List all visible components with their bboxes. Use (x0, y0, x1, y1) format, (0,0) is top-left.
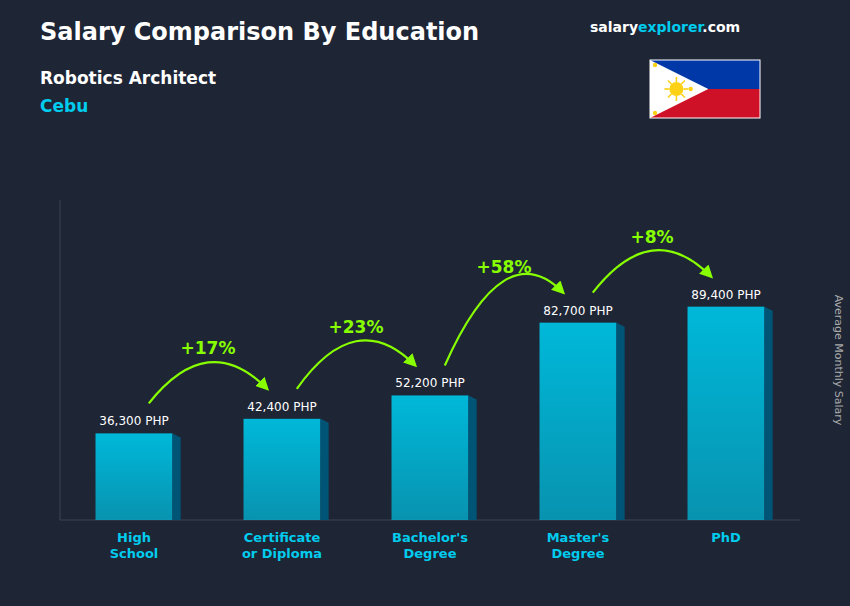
x-tick-label-line: Degree (404, 546, 457, 561)
x-tick-label-line: Degree (552, 546, 605, 561)
flag-ray (683, 88, 688, 90)
x-tick-label-line: PhD (711, 530, 741, 545)
flag-ray (681, 81, 685, 85)
annotation: +8% (630, 227, 673, 247)
source-part: explorer (638, 19, 704, 35)
x-tick-label-line: or Diploma (242, 546, 322, 561)
bar-side (320, 419, 328, 520)
bar-side (616, 323, 624, 520)
subtitle: Robotics Architect (40, 68, 216, 88)
bar (540, 323, 617, 520)
flag-star (653, 111, 657, 115)
flag-border (650, 60, 760, 118)
chart: Salary Comparison By Education Robotics A… (0, 0, 850, 606)
bars (96, 307, 773, 520)
x-tick-label: Certificateor Diploma (242, 530, 322, 561)
x-tick-label: PhD (711, 530, 741, 545)
data-label: 52,200 PHP (395, 376, 464, 390)
bar-side (468, 395, 476, 520)
flag-ray (681, 94, 685, 98)
x-tick-label-line: High (117, 530, 151, 545)
flag-ray (668, 81, 672, 85)
x-tick-label: Bachelor'sDegree (392, 530, 468, 561)
change-arrow (297, 340, 415, 388)
x-tick-label: Master'sDegree (547, 530, 610, 561)
bar (244, 419, 321, 520)
background (0, 0, 850, 606)
bar (96, 433, 173, 520)
data-label: 42,400 PHP (247, 400, 316, 414)
change-arrow (445, 274, 563, 365)
data-label: 89,400 PHP (691, 288, 760, 302)
source-part: .com (702, 19, 740, 35)
x-tick-label-line: Bachelor's (392, 530, 468, 545)
flag-ray (676, 96, 678, 101)
x-tick-label-line: Master's (547, 530, 610, 545)
x-tick-label-line: School (110, 546, 159, 561)
flag-ray (664, 88, 669, 90)
data-label: 82,700 PHP (543, 304, 612, 318)
y-axis-line (60, 200, 61, 520)
annotation: +17% (181, 338, 236, 358)
source-part: salary (590, 19, 638, 35)
bar (688, 307, 765, 520)
flag-sun (669, 82, 683, 96)
subtitle: Cebu (40, 96, 88, 116)
flag-ray (676, 77, 678, 82)
change-arrow (593, 250, 711, 292)
flag-triangle (650, 60, 708, 118)
change-arrow (149, 362, 267, 403)
y-axis-label: Average Monthly Salary (832, 295, 845, 426)
annotation: +58% (477, 257, 532, 277)
flag-ray (668, 94, 672, 98)
flag-star (689, 87, 693, 91)
flag-star (653, 63, 657, 67)
x-tick-label-line: Certificate (244, 530, 321, 545)
x-tick-label: HighSchool (110, 530, 159, 561)
annotation: +23% (329, 317, 384, 337)
bar (392, 395, 469, 520)
bar-side (764, 307, 772, 520)
flag (650, 60, 760, 118)
title: Salary Comparison By Education (40, 18, 479, 46)
source: salaryexplorer.com (590, 19, 740, 35)
data-label: 36,300 PHP (99, 414, 168, 428)
bar-side (172, 433, 180, 520)
